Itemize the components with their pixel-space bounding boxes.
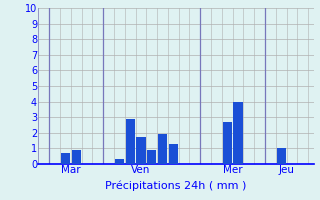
Bar [115, 159, 124, 164]
X-axis label: Précipitations 24h ( mm ): Précipitations 24h ( mm ) [105, 181, 247, 191]
Bar [61, 153, 70, 164]
Bar [147, 150, 156, 164]
Bar [169, 144, 178, 164]
Bar [158, 134, 167, 164]
Bar [125, 119, 135, 164]
Bar [72, 150, 81, 164]
Bar [136, 137, 146, 164]
Bar [223, 122, 232, 164]
Bar [276, 148, 286, 164]
Bar [234, 102, 243, 164]
